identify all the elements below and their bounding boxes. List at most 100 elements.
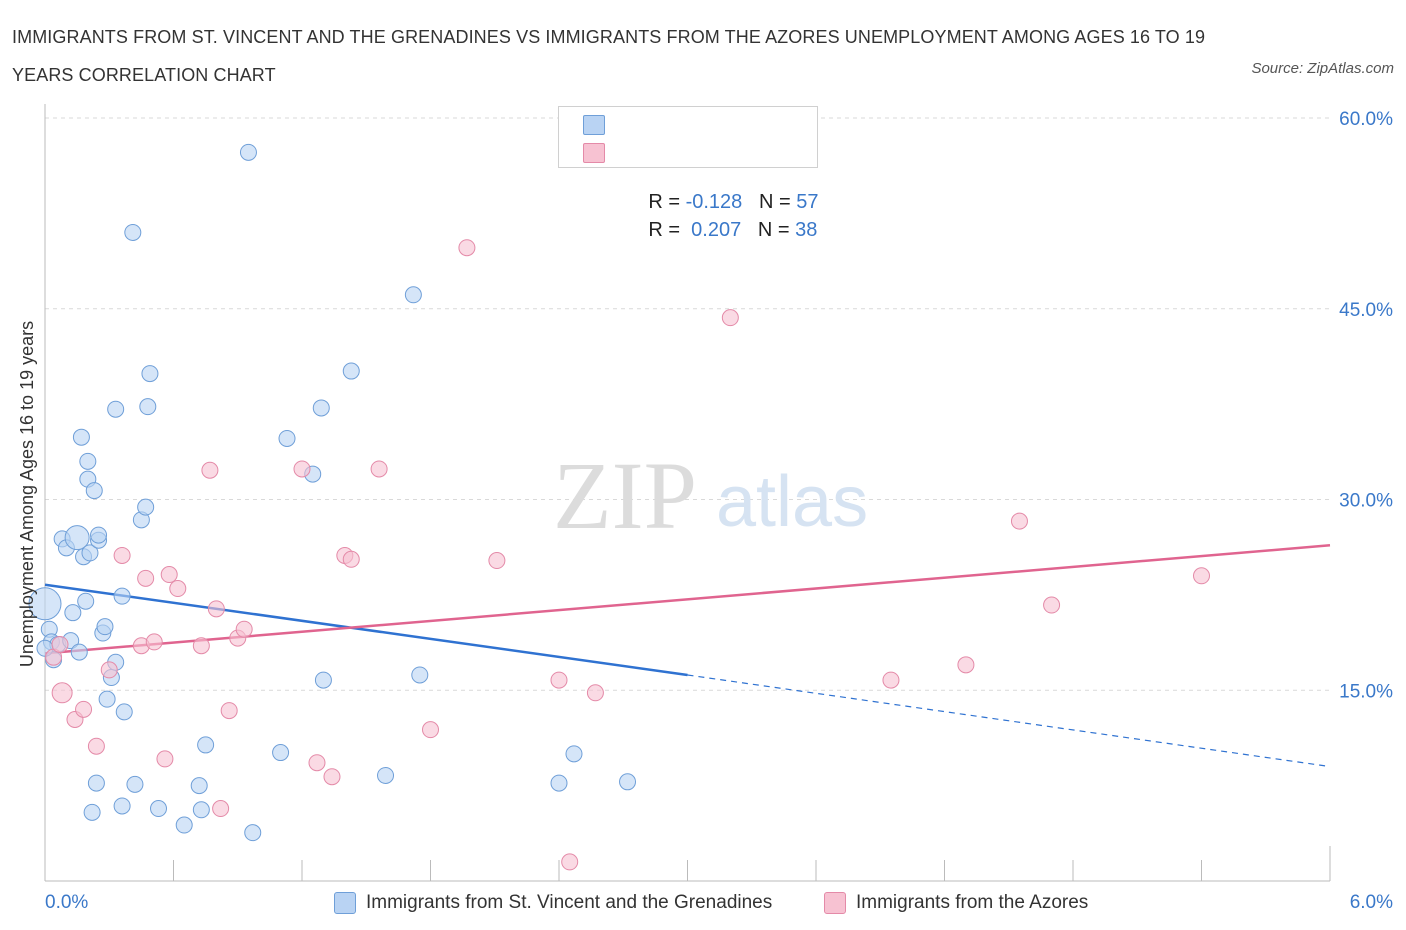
legend-r-label: R =	[648, 191, 686, 213]
data-point-pink	[160, 566, 178, 584]
legend-r-value: 0.207	[685, 219, 742, 241]
data-point-blue	[404, 286, 422, 304]
data-point-blue	[137, 498, 155, 516]
data-point-blue	[619, 773, 637, 791]
watermark-zip: ZIP	[553, 442, 697, 549]
legend-row-blue: R = -0.128 N = 57	[583, 111, 818, 213]
legend-n-label: N =	[757, 219, 796, 241]
data-point-blue	[312, 399, 330, 417]
legend-swatch-blue	[583, 115, 605, 135]
data-point-pink	[882, 671, 900, 689]
data-point-blue	[239, 143, 257, 161]
y-tick-label: 60.0%	[1339, 109, 1393, 130]
data-point-pink	[488, 552, 506, 570]
series-name-blue: Immigrants from St. Vincent and the Gren…	[366, 892, 773, 913]
data-point-pink	[323, 768, 341, 786]
data-point-pink	[212, 800, 230, 818]
data-point-pink	[957, 656, 975, 674]
chart-title: IMMIGRANTS FROM ST. VINCENT AND THE GREN…	[12, 27, 1206, 85]
data-point-blue	[107, 400, 125, 418]
data-point-pink	[100, 661, 118, 679]
data-point-blue	[278, 429, 296, 447]
legend-n-label: N =	[758, 191, 797, 213]
data-point-blue	[98, 690, 116, 708]
y-tick-label: 15.0%	[1339, 681, 1393, 702]
data-point-pink	[207, 600, 225, 618]
legend-r-value: -0.128	[685, 191, 743, 213]
legend-n-value: 57	[796, 191, 819, 213]
data-point-pink	[293, 460, 311, 478]
tick-labels: 15.0% 30.0% 45.0% 60.0% 0.0% 6.0%	[45, 109, 1393, 913]
series-swatch-pink	[824, 892, 846, 914]
trend-line-blue	[44, 583, 688, 677]
data-point-blue	[28, 587, 62, 621]
data-point-pink	[342, 550, 360, 568]
data-point-blue	[87, 774, 105, 792]
data-point-blue	[113, 587, 131, 605]
x-tick-label: 6.0%	[1350, 892, 1393, 913]
data-point-blue	[96, 618, 114, 636]
data-point-pink	[145, 633, 163, 651]
legend: R = -0.128 N = 57 R = 0.207 N = 38	[558, 106, 818, 241]
data-point-blue	[85, 482, 103, 500]
data-point-blue	[342, 362, 360, 380]
data-point-blue	[411, 666, 429, 684]
y-tick-label: 30.0%	[1339, 491, 1393, 512]
data-point-blue	[565, 745, 583, 763]
data-point-pink	[235, 620, 253, 638]
data-point-blue	[272, 744, 290, 762]
data-point-blue	[192, 801, 210, 819]
watermark: ZIP atlas	[553, 442, 868, 549]
data-point-pink	[169, 580, 187, 598]
data-point-pink	[192, 637, 210, 655]
data-point-pink	[1010, 512, 1028, 530]
data-point-pink	[156, 750, 174, 768]
data-point-blue	[72, 428, 90, 446]
data-point-blue	[550, 774, 568, 792]
data-point-blue	[126, 775, 144, 793]
data-point-blue	[79, 452, 97, 470]
series-name-pink: Immigrants from the Azores	[856, 892, 1089, 913]
data-point-blue	[90, 526, 108, 544]
data-point-blue	[81, 544, 99, 562]
data-point-blue	[175, 816, 193, 834]
data-points	[28, 143, 1210, 871]
data-point-blue	[83, 803, 101, 821]
data-point-blue	[377, 766, 395, 784]
trend-line-pink	[44, 544, 1331, 655]
data-point-pink	[721, 309, 739, 327]
data-point-blue	[190, 777, 208, 795]
data-point-blue	[197, 736, 215, 754]
legend-row-pink: R = 0.207 N = 38	[583, 139, 817, 241]
y-tick-label: 45.0%	[1339, 300, 1393, 321]
data-point-pink	[51, 682, 73, 704]
legend-r-label: R =	[648, 219, 686, 241]
source-label: Source: ZipAtlas.com	[1251, 60, 1394, 77]
series-swatch-blue	[334, 892, 356, 914]
y-axis-label: Unemployment Among Ages 16 to 19 years	[17, 321, 37, 667]
data-point-pink	[201, 461, 219, 479]
data-point-pink	[308, 754, 326, 772]
trend-line-extension-blue	[687, 674, 1331, 768]
data-point-pink	[458, 239, 476, 257]
data-point-blue	[115, 703, 133, 721]
data-point-blue	[64, 525, 90, 551]
legend-n-value: 38	[795, 219, 818, 241]
legend-swatch-pink	[583, 143, 605, 163]
x-tick-label: 0.0%	[45, 892, 88, 913]
data-point-blue	[77, 592, 95, 610]
data-point-blue	[244, 824, 262, 842]
data-point-pink	[220, 702, 238, 720]
data-point-blue	[70, 643, 88, 661]
data-point-blue	[150, 800, 168, 818]
data-point-pink	[370, 460, 388, 478]
data-point-blue	[314, 671, 332, 689]
data-point-blue	[113, 797, 131, 815]
series-legend: Immigrants from St. Vincent and the Gren…	[0, 888, 1406, 918]
data-point-pink	[75, 700, 93, 718]
data-point-pink	[1043, 596, 1061, 614]
data-point-pink	[586, 684, 604, 702]
data-point-blue	[141, 365, 159, 383]
data-point-blue	[124, 223, 142, 241]
